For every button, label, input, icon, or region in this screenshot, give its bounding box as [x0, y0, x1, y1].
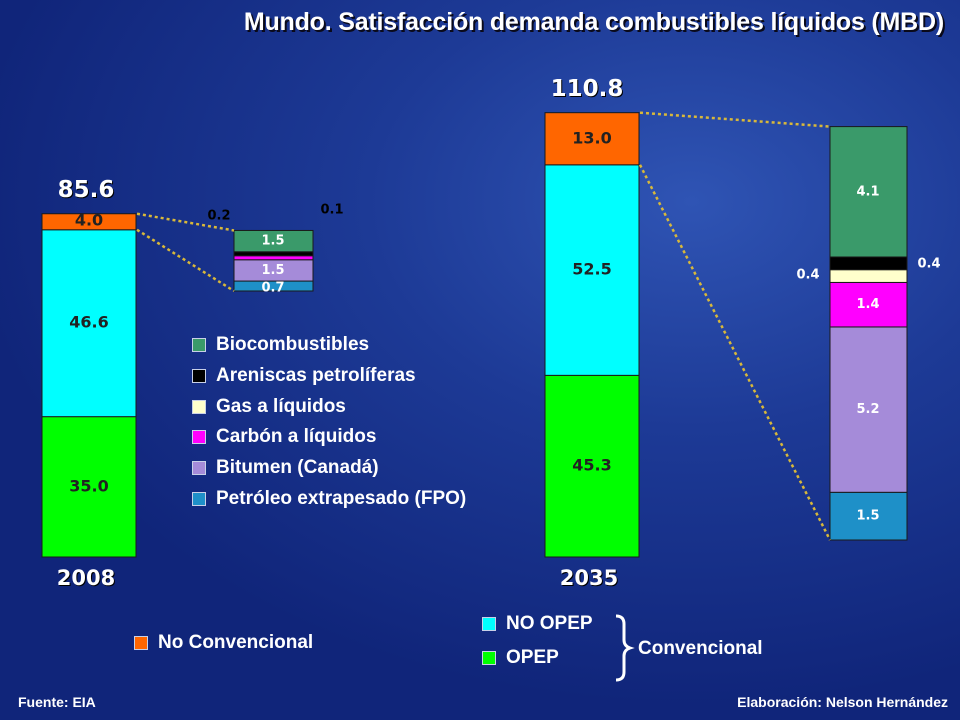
bar-segment-2035-opep — [544, 374, 640, 558]
detail-2008-label-bitumen: 1.5 — [261, 263, 284, 278]
connector-2008-bottom — [136, 228, 235, 293]
detail-2035-label-fpo: 1.5 — [856, 509, 879, 524]
detail-2008-label-fpo: 0.7 — [261, 281, 284, 296]
category-shadow-2008: 2008 — [58, 567, 116, 591]
legend-swatch-no-opep — [482, 617, 496, 631]
legend-label: No Convencional — [158, 632, 314, 653]
detail-2035-segment-4 — [829, 256, 908, 271]
connector-2008-top — [136, 212, 235, 232]
legend-label: Gas a líquidos — [216, 396, 346, 417]
connector-2035-bottom — [638, 164, 832, 541]
chart-title-text: Mundo. Satisfacción demanda combustibles… — [243, 8, 944, 36]
category-label-2035: 2035 — [560, 566, 618, 590]
chart-title-shadow: Mundo. Satisfacción demanda combustibles… — [245, 10, 946, 38]
detail-2035-label-carbon: 1.4 — [856, 297, 879, 312]
data-label-2008-2: 4.0 — [75, 210, 103, 229]
detail-2035-label-areniscas: 0.4 — [917, 257, 940, 272]
legend-swatch-biocombustibles — [192, 338, 206, 352]
legend-label: Bitumen (Canadá) — [216, 457, 379, 478]
detail-2008-label-areniscas: 0.1 — [320, 203, 343, 218]
legend-label: NO OPEP — [506, 613, 593, 634]
data-label-2008-1: 46.6 — [69, 313, 108, 332]
detail-2035-segment-2 — [829, 281, 908, 328]
data-label-2035-0: 45.3 — [572, 456, 611, 475]
legend-swatch-bitumen — [192, 461, 206, 475]
legend-swatch-gas-liquidos — [192, 400, 206, 414]
detail-2008-segment-5 — [233, 229, 314, 253]
detail-2035-segment-3 — [829, 269, 908, 283]
category-shadow-2035: 2035 — [561, 567, 619, 591]
legend-label: Biocombustibles — [216, 334, 370, 355]
convencional-brace — [615, 614, 635, 682]
legend-swatch-carbon-liquidos — [192, 430, 206, 444]
data-label-2035-2: 13.0 — [572, 128, 611, 147]
detail-2035-label-bitumen: 5.2 — [856, 402, 879, 417]
total-shadow-2008: 85.6 — [59, 178, 116, 204]
legend-convencional-label: Convencional — [638, 638, 763, 659]
credit-note: Elaboración: Nelson Hernández — [737, 694, 948, 710]
detail-2008-segment-2 — [233, 255, 314, 261]
bar-segment-2008-opep — [41, 416, 137, 558]
detail-2035-segment-5 — [829, 126, 908, 258]
connector-2035-top — [639, 111, 831, 128]
legend-convencional: Convencional — [638, 638, 763, 660]
detail-2008-label-carbon: 0.2 — [207, 209, 230, 224]
total-label-2035: 110.8 — [551, 76, 624, 102]
legend-label: Petróleo extrapesado (FPO) — [216, 488, 467, 509]
detail-2035-label-gas: 0.4 — [796, 268, 819, 283]
legend-swatch-no-convencional — [134, 636, 148, 650]
legend-swatch-opep — [482, 651, 496, 665]
detail-2035-segment-1 — [829, 326, 908, 493]
data-label-2008-0: 35.0 — [69, 476, 108, 495]
total-label-2008: 85.6 — [58, 177, 115, 203]
detail-2008-label-bio: 1.5 — [261, 234, 284, 249]
source-note: Fuente: EIA — [18, 694, 96, 710]
legend-swatch-areniscas — [192, 369, 206, 383]
bar-segment-2008-no-opep — [41, 229, 137, 418]
bar-segment-2035-no-convencional — [544, 112, 640, 166]
data-label-2035-1: 52.5 — [572, 260, 611, 279]
legend-swatch-fpo — [192, 492, 206, 506]
detail-2035-segment-0 — [829, 491, 908, 541]
detail-2008-segment-4 — [233, 251, 314, 257]
chart-title: Mundo. Satisfacción demanda combustibles… — [243, 8, 946, 39]
bar-segment-2008-no-convencional — [41, 213, 137, 231]
category-label-2008: 2008 — [57, 566, 115, 590]
total-shadow-2035: 110.8 — [552, 77, 625, 103]
legend-label: Carbón a líquidos — [216, 426, 377, 447]
legend-label: OPEP — [506, 647, 559, 668]
legend-label: Areniscas petrolíferas — [216, 365, 416, 386]
bar-segment-2035-no-opep — [544, 164, 640, 376]
detail-2035-label-bio: 4.1 — [856, 184, 879, 199]
